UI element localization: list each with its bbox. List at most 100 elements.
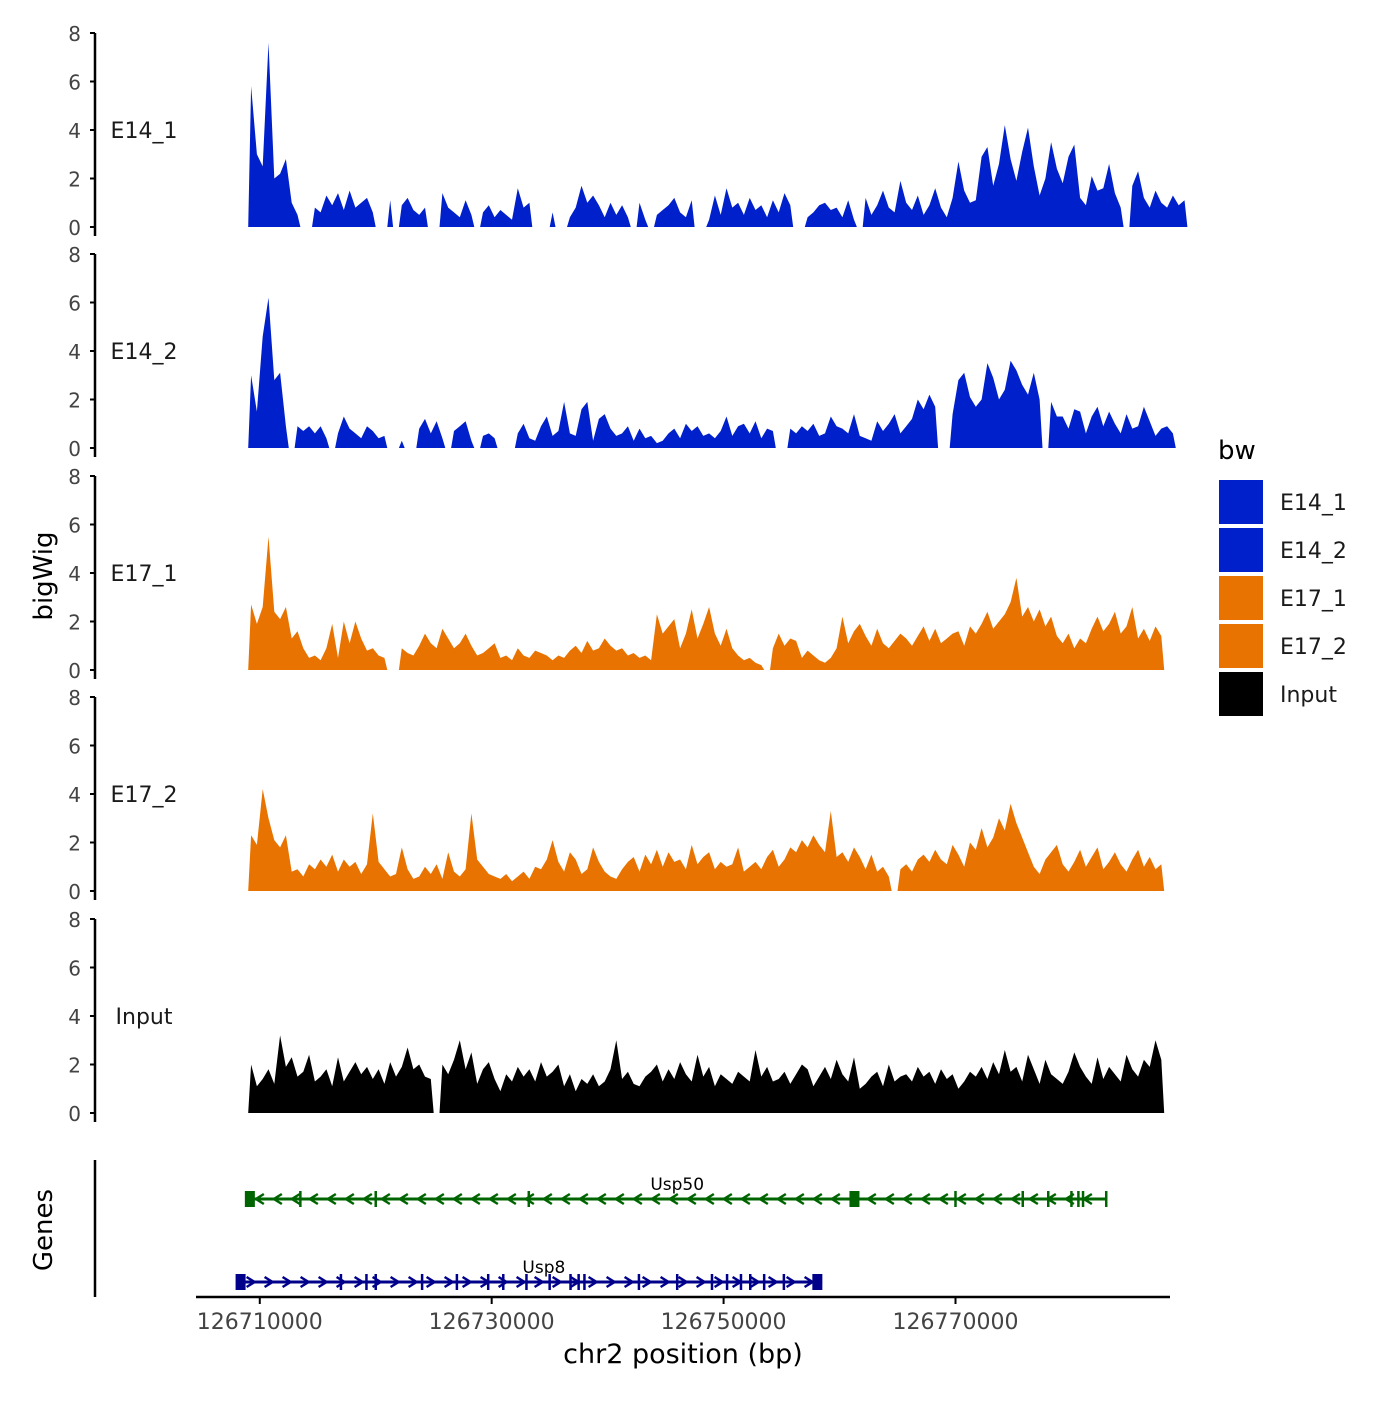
strand-chevron [1027,1192,1039,1206]
strand-chevron [361,1192,373,1206]
x-tick-label: 126750000 [661,1310,787,1335]
y-tick-label: 0 [68,880,81,904]
x-tick-label: 126770000 [892,1310,1018,1335]
strand-chevron [343,1192,355,1206]
coverage-area-e14-1 [248,42,1188,228]
strand-chevron [991,1192,1003,1206]
strand-chevron [299,1275,311,1289]
strand-chevron [353,1275,365,1289]
track-label-e14-2: E14_2 [111,340,178,365]
strand-chevron [973,1192,985,1206]
strand-chevron [713,1275,725,1289]
y-tick-label: 4 [68,119,81,143]
strand-chevron [245,1275,257,1289]
strand-chevron [523,1192,535,1206]
strand-chevron [749,1275,761,1289]
strand-chevron [901,1192,913,1206]
legend-label-e14-1: E14_1 [1280,491,1347,516]
y-tick-label: 2 [68,611,81,635]
strand-chevron [577,1192,589,1206]
legend-swatch-e14-2 [1219,528,1263,572]
strand-chevron [461,1275,473,1289]
y-tick-label: 2 [68,832,81,856]
strand-chevron [695,1275,707,1289]
legend-title: bw [1218,436,1256,466]
gene-label-usp50: Usp50 [650,1175,704,1195]
strand-chevron [955,1192,967,1206]
gene-label-usp8: Usp8 [522,1258,565,1278]
y-tick-label: 2 [68,389,81,413]
strand-chevron [325,1192,337,1206]
strand-chevron [407,1275,419,1289]
strand-chevron [829,1192,841,1206]
x-axis-title: chr2 position (bp) [563,1339,803,1370]
track-label-e17-1: E17_1 [111,562,178,587]
legend-swatch-e17-2 [1219,624,1263,668]
strand-chevron [641,1275,653,1289]
strand-chevron [425,1275,437,1289]
y-tick-label: 8 [68,686,81,710]
legend-swatch-input [1219,672,1263,716]
strand-chevron [443,1275,455,1289]
y-axis-title: bigWig [29,531,59,620]
coverage-area-input [248,1035,1165,1113]
strand-chevron [317,1275,329,1289]
y-tick-label: 4 [68,340,81,364]
strand-chevron [515,1275,527,1289]
y-tick-label: 6 [68,957,81,981]
legend-label-e17-2: E17_2 [1280,635,1347,660]
strand-chevron [613,1192,625,1206]
strand-chevron [379,1192,391,1206]
strand-chevron [631,1192,643,1206]
strand-chevron [271,1192,283,1206]
legend-swatch-e14-1 [1219,480,1263,524]
exon-block [244,1191,255,1207]
y-tick-label: 0 [68,437,81,461]
coverage-area-e14-2 [248,297,1176,448]
strand-chevron [1009,1192,1021,1206]
strand-chevron [703,1192,715,1206]
coverage-area-e17-2 [248,789,1165,891]
strand-chevron [785,1275,797,1289]
y-tick-label: 0 [68,216,81,240]
track-label-input: Input [116,1005,173,1030]
strand-chevron [649,1192,661,1206]
strand-chevron [659,1275,671,1289]
strand-chevron [811,1192,823,1206]
strand-chevron [865,1192,877,1206]
y-tick-label: 8 [68,908,81,932]
strand-chevron [559,1192,571,1206]
y-tick-label: 4 [68,562,81,586]
strand-chevron [335,1275,347,1289]
exon-block [849,1191,860,1207]
y-tick-label: 2 [68,1054,81,1078]
strand-chevron [469,1192,481,1206]
y-tick-label: 0 [68,1102,81,1126]
legend-swatch-e17-1 [1219,576,1263,620]
strand-chevron [263,1275,275,1289]
strand-chevron [397,1192,409,1206]
strand-chevron [919,1192,931,1206]
strand-chevron [533,1275,545,1289]
exon-block [812,1274,823,1290]
strand-chevron [551,1275,563,1289]
y-tick-label: 4 [68,783,81,807]
track-label-e17-2: E17_2 [111,783,178,808]
x-tick-label: 126730000 [429,1310,555,1335]
x-tick-label: 126710000 [197,1310,323,1335]
strand-chevron [281,1275,293,1289]
strand-chevron [757,1192,769,1206]
genes-axis-title: Genes [29,1189,59,1271]
strand-chevron [623,1275,635,1289]
strand-chevron [937,1192,949,1206]
strand-chevron [721,1192,733,1206]
strand-chevron [587,1275,599,1289]
strand-chevron [541,1192,553,1206]
y-tick-label: 2 [68,168,81,192]
exon-block [235,1274,246,1290]
strand-chevron [595,1192,607,1206]
strand-chevron [793,1192,805,1206]
strand-chevron [389,1275,401,1289]
track-label-e14-1: E14_1 [111,119,178,144]
